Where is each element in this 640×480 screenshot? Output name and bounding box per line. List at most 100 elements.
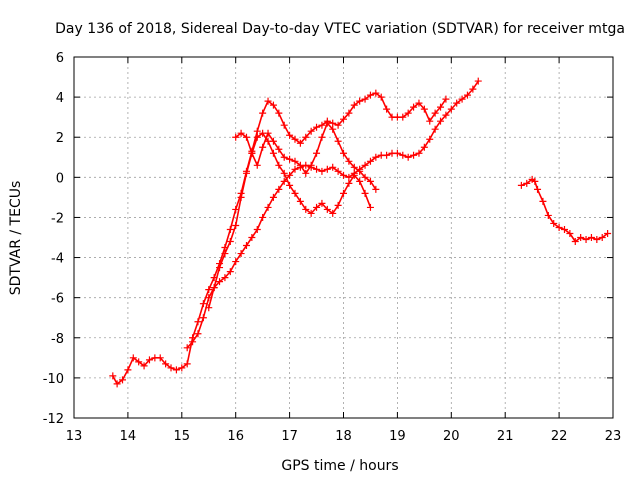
data-point [582, 236, 590, 244]
data-point [420, 143, 428, 151]
x-tick-label: 15 [174, 429, 191, 444]
data-point [237, 250, 245, 258]
y-tick-label: 4 [56, 91, 64, 106]
x-tick-label: 19 [389, 429, 406, 444]
series-arc-2 [183, 77, 482, 352]
data-point [253, 225, 261, 233]
data-point [345, 157, 353, 165]
data-point [399, 113, 407, 121]
data-point [474, 77, 482, 85]
data-point [340, 171, 347, 179]
data-point [199, 314, 207, 322]
data-point [350, 101, 358, 109]
data-point [437, 117, 445, 125]
data-point [259, 109, 267, 117]
data-point [318, 199, 326, 207]
data-point [264, 137, 272, 145]
data-point [377, 93, 385, 101]
data-point [453, 99, 461, 107]
x-tick-label: 20 [443, 429, 460, 444]
data-point [296, 139, 304, 147]
data-point [458, 95, 466, 103]
y-tick-label: -8 [51, 332, 64, 347]
data-point [216, 278, 224, 286]
data-point [226, 238, 234, 246]
data-point [356, 97, 364, 105]
x-tick-label: 16 [227, 429, 244, 444]
series-line [112, 92, 447, 385]
data-point [366, 203, 374, 211]
data-point [345, 179, 353, 187]
data-point [550, 219, 558, 227]
data-point [345, 173, 353, 181]
data-point [404, 109, 412, 117]
data-point [539, 197, 547, 205]
data-point [286, 131, 294, 139]
data-point [442, 95, 450, 103]
data-point [296, 161, 304, 169]
data-point [269, 101, 277, 109]
data-point [361, 173, 369, 181]
data-point [124, 366, 132, 374]
data-point [189, 338, 197, 346]
data-point [307, 127, 315, 135]
data-point [447, 105, 455, 113]
series-arc-3 [232, 119, 380, 193]
data-point [210, 284, 218, 292]
data-point [242, 133, 250, 141]
data-point [307, 161, 315, 169]
data-point [291, 135, 299, 143]
y-tick-label: 2 [56, 131, 64, 146]
data-point [560, 225, 568, 233]
data-point [286, 155, 294, 163]
y-tick-label: 6 [56, 51, 64, 66]
data-point [275, 109, 283, 117]
data-point [248, 234, 256, 241]
data-point [544, 211, 552, 219]
data-point [517, 181, 525, 189]
data-point [531, 177, 539, 185]
x-tick-label: 13 [66, 429, 83, 444]
data-point [113, 380, 121, 388]
chart-title: Day 136 of 2018, Sidereal Day-to-day VTE… [55, 21, 625, 37]
data-point [334, 167, 342, 175]
data-point [302, 205, 310, 213]
data-point [275, 161, 283, 169]
data-point [194, 330, 202, 338]
data-point [383, 151, 391, 159]
data-point [259, 143, 267, 151]
data-point [334, 121, 342, 129]
data-point [156, 354, 164, 362]
data-point [350, 163, 358, 171]
data-point [291, 157, 299, 165]
data-point [275, 145, 283, 153]
data-point [286, 171, 294, 179]
data-point [221, 250, 229, 258]
data-point [194, 318, 202, 326]
data-point [372, 153, 380, 161]
data-point [329, 209, 337, 217]
data-point [410, 103, 418, 111]
data-point [232, 258, 240, 266]
data-point [259, 213, 267, 221]
data-point [167, 364, 175, 372]
data-point [420, 105, 428, 113]
data-point [109, 372, 117, 380]
data-point [329, 125, 337, 133]
data-point [356, 167, 364, 175]
data-point [366, 157, 374, 165]
data-point [302, 169, 310, 177]
data-point [469, 85, 477, 93]
data-point [237, 193, 245, 201]
data-point [604, 229, 612, 237]
data-point [313, 123, 321, 131]
data-point [593, 236, 601, 244]
data-point [431, 109, 439, 117]
data-point [313, 149, 321, 157]
data-point [442, 111, 450, 119]
data-point [216, 264, 224, 272]
data-point [178, 364, 186, 372]
data-point [221, 274, 229, 282]
data-point [296, 197, 304, 205]
